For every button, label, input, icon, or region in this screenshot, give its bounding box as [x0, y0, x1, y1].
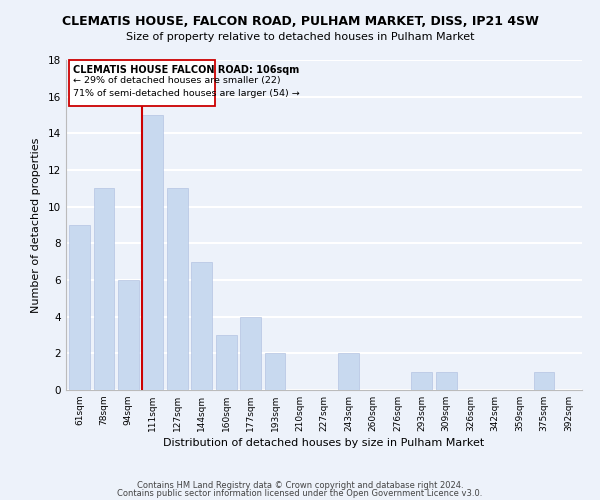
Bar: [412, 372, 432, 390]
Bar: [118, 280, 139, 390]
Text: CLEMATIS HOUSE FALCON ROAD: 106sqm: CLEMATIS HOUSE FALCON ROAD: 106sqm: [73, 64, 299, 74]
Bar: [167, 188, 188, 390]
Bar: [338, 354, 359, 390]
FancyBboxPatch shape: [69, 60, 215, 106]
X-axis label: Distribution of detached houses by size in Pulham Market: Distribution of detached houses by size …: [163, 438, 485, 448]
Text: Contains public sector information licensed under the Open Government Licence v3: Contains public sector information licen…: [118, 489, 482, 498]
Text: CLEMATIS HOUSE, FALCON ROAD, PULHAM MARKET, DISS, IP21 4SW: CLEMATIS HOUSE, FALCON ROAD, PULHAM MARK…: [62, 15, 538, 28]
Text: Size of property relative to detached houses in Pulham Market: Size of property relative to detached ho…: [126, 32, 474, 42]
Text: ← 29% of detached houses are smaller (22): ← 29% of detached houses are smaller (22…: [73, 76, 280, 86]
Bar: [142, 115, 163, 390]
Bar: [216, 335, 236, 390]
Text: Contains HM Land Registry data © Crown copyright and database right 2024.: Contains HM Land Registry data © Crown c…: [137, 480, 463, 490]
Bar: [69, 225, 90, 390]
Text: 71% of semi-detached houses are larger (54) →: 71% of semi-detached houses are larger (…: [73, 90, 299, 98]
Bar: [191, 262, 212, 390]
Y-axis label: Number of detached properties: Number of detached properties: [31, 138, 41, 312]
Bar: [265, 354, 286, 390]
Bar: [534, 372, 554, 390]
Bar: [94, 188, 114, 390]
Bar: [436, 372, 457, 390]
Bar: [240, 316, 261, 390]
